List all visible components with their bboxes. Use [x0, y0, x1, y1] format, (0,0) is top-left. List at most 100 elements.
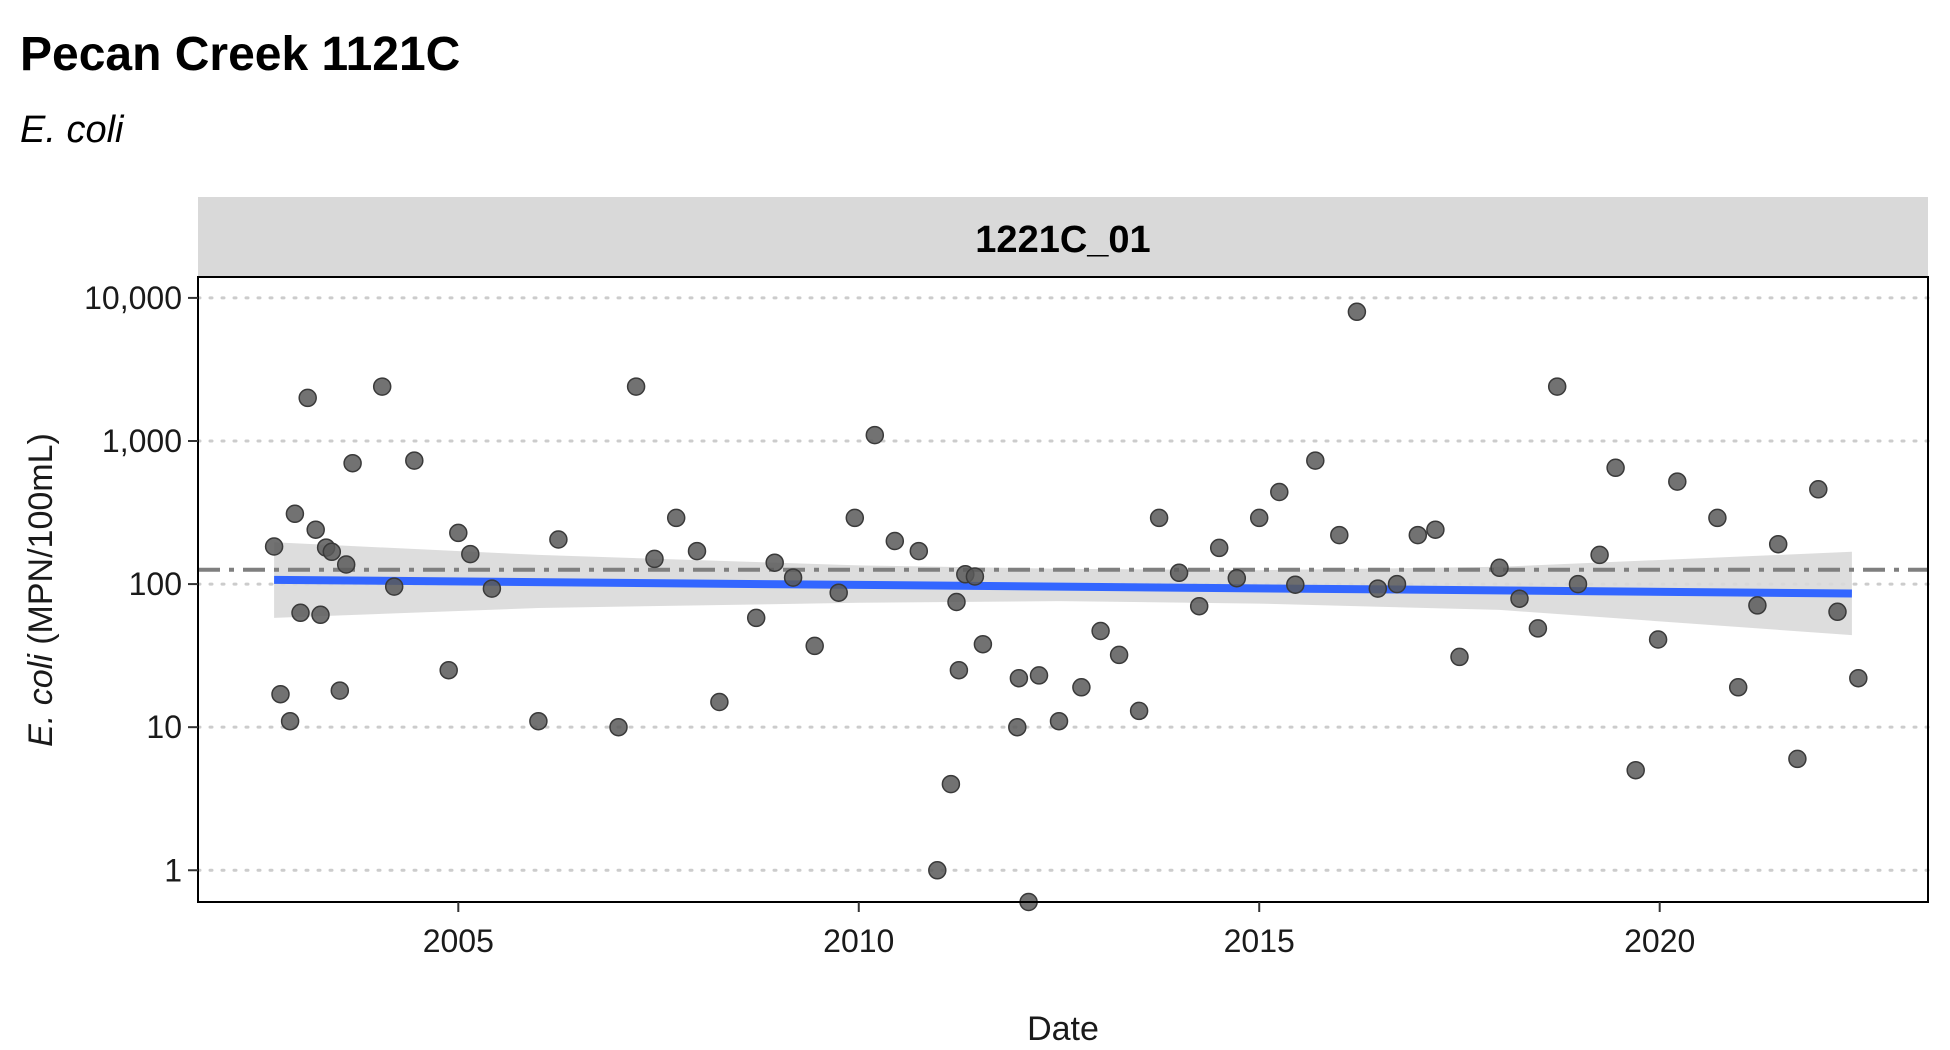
data-point	[1049, 711, 1069, 731]
data-point	[1408, 525, 1428, 545]
data-point	[746, 608, 766, 628]
data-point	[885, 531, 905, 551]
data-point	[1547, 377, 1567, 396]
x-tick-label: 2005	[423, 923, 494, 959]
data-point	[1169, 563, 1189, 583]
chart-title: Pecan Creek 1121C	[20, 28, 460, 81]
data-point	[829, 583, 848, 602]
data-point	[928, 861, 947, 880]
x-axis-title: Date	[1027, 1010, 1099, 1048]
data-point	[311, 605, 330, 625]
data-point	[909, 541, 929, 561]
y-tick-label: 1	[164, 852, 182, 888]
data-point	[1249, 508, 1269, 528]
data-point	[322, 542, 342, 562]
data-point	[1728, 678, 1748, 697]
facet-label: 1221C_01	[975, 219, 1150, 261]
data-point	[298, 388, 317, 408]
data-point	[1149, 508, 1169, 528]
y-tick-label: 10,000	[84, 280, 182, 316]
data-point	[384, 577, 404, 596]
data-point	[461, 544, 480, 564]
data-point	[1387, 574, 1407, 594]
y-tick-label: 1,000	[102, 423, 182, 459]
data-point	[783, 568, 803, 587]
data-point	[609, 717, 628, 737]
data-point	[1450, 647, 1469, 667]
data-point	[845, 508, 865, 528]
data-point	[1129, 701, 1149, 721]
data-point	[529, 711, 548, 731]
data-point	[645, 549, 664, 569]
data-point	[1849, 668, 1868, 688]
data-point	[947, 592, 966, 612]
data-point	[264, 537, 284, 556]
trend-line	[274, 575, 1852, 598]
data-point	[330, 681, 350, 700]
data-point	[666, 508, 686, 528]
data-point	[1768, 534, 1788, 554]
data-point	[1828, 602, 1847, 622]
y-axis-title-italic: E. coli	[22, 653, 60, 747]
data-point	[626, 377, 646, 396]
data-point	[1072, 678, 1091, 697]
data-point	[1270, 482, 1289, 502]
data-point	[306, 520, 325, 539]
data-point	[449, 523, 468, 543]
data-point	[1510, 589, 1529, 608]
data-point	[343, 453, 362, 473]
y-axis-title-units: (MPN/100mL)	[22, 433, 60, 654]
data-point	[1227, 568, 1247, 588]
x-tick-label: 2015	[1224, 923, 1295, 959]
facet-strip	[198, 197, 1928, 277]
data-point	[965, 567, 985, 586]
data-point	[1306, 451, 1325, 470]
data-point	[405, 451, 424, 470]
data-point	[1668, 472, 1687, 491]
data-point	[439, 660, 458, 680]
data-point	[1368, 579, 1388, 598]
data-point	[1648, 630, 1668, 649]
data-point	[1426, 520, 1445, 539]
data-point	[549, 530, 568, 549]
y-axis: 1 10 100 1,000 10,000	[84, 280, 198, 888]
data-point	[1748, 596, 1767, 615]
y-axis-title: E. coli (MPN/100mL)	[22, 433, 60, 747]
data-point	[1788, 749, 1807, 769]
data-point	[1109, 645, 1129, 665]
data-point	[941, 774, 961, 794]
data-point	[949, 660, 969, 680]
data-point	[1626, 760, 1645, 780]
data-point	[336, 555, 356, 574]
data-point	[1091, 621, 1110, 641]
data-point	[1606, 458, 1625, 478]
data-point	[1568, 574, 1588, 594]
data-point	[1708, 508, 1727, 528]
x-tick-label: 2020	[1624, 923, 1695, 959]
data-point	[805, 636, 824, 656]
data-point	[1590, 545, 1609, 565]
data-points	[264, 302, 1868, 912]
data-point	[285, 504, 305, 524]
x-axis: 2005 2010 2015 2020	[423, 902, 1695, 959]
data-point	[372, 377, 392, 396]
data-point	[865, 425, 885, 445]
trend-line-layer	[274, 575, 1852, 598]
y-tick-label: 100	[129, 566, 182, 602]
data-point	[1490, 558, 1509, 578]
panel-border	[197, 276, 1929, 903]
data-point	[710, 692, 729, 712]
data-point	[1008, 717, 1027, 737]
data-point	[291, 603, 310, 623]
data-point	[1528, 619, 1548, 638]
data-point	[765, 553, 784, 572]
chart-subtitle: E. coli	[20, 109, 125, 151]
data-point	[1347, 302, 1367, 322]
x-tick-label: 2010	[823, 923, 894, 959]
data-point	[482, 579, 502, 598]
y-tick-label: 10	[146, 709, 182, 745]
data-point	[271, 684, 290, 704]
data-point	[1330, 525, 1349, 545]
data-point	[1286, 575, 1305, 594]
